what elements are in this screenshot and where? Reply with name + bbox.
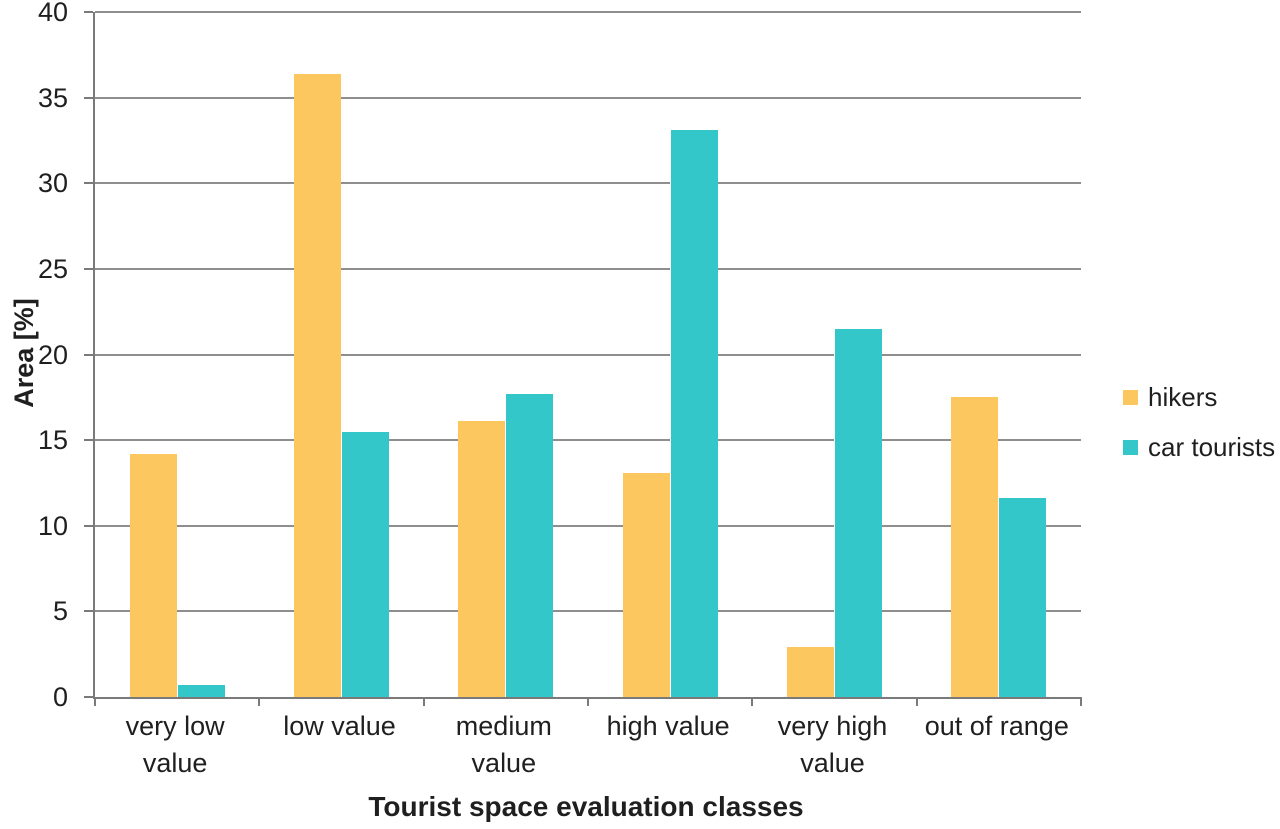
y-tick-mark-20	[84, 353, 93, 356]
x-axis-category-labels: very low value low value medium value high va…	[93, 708, 1079, 782]
bar-car-tourists-out-of-range	[998, 498, 1047, 697]
bar-hikers-high-value	[622, 472, 670, 697]
y-tick-label-25: 25	[37, 253, 68, 284]
legend-label-car-tourists: car tourists	[1148, 432, 1276, 462]
x-tick-mark-4	[751, 697, 754, 706]
bar-car-tourists-medium-value	[505, 393, 554, 697]
y-tick-mark-35	[84, 96, 93, 99]
legend-label-hikers: hikers	[1148, 382, 1218, 412]
y-tick-mark-30	[84, 182, 93, 185]
x-axis-title: Tourist space evaluation classes	[368, 791, 804, 822]
bar-group-very-high-value	[752, 12, 916, 697]
y-tick-mark-15	[84, 439, 93, 442]
x-category-label-low-value: low value	[257, 708, 421, 782]
x-category-label-very-high-value: very high value	[750, 708, 914, 782]
gridline-y-30	[95, 182, 1081, 185]
bar-group-medium-value	[424, 12, 588, 697]
y-tick-mark-40	[84, 11, 93, 13]
gridline-y-10	[95, 524, 1081, 527]
y-tick-mark-10	[84, 524, 93, 527]
y-tick-label-5: 5	[52, 596, 68, 627]
x-tick-mark-6	[1080, 697, 1082, 706]
x-category-label-line: very low	[125, 711, 225, 741]
y-tick-label-0: 0	[52, 682, 68, 712]
y-tick-mark-5	[84, 610, 93, 613]
x-category-label-high-value: high value	[586, 708, 750, 782]
x-category-label-very-low-value: very low value	[93, 708, 257, 782]
bar-group-high-value	[588, 12, 752, 697]
y-tick-label-15: 15	[37, 425, 68, 456]
legend-entry-car-tourists: car tourists	[1123, 432, 1276, 462]
gridline-y-20	[95, 353, 1081, 356]
bar-group-low-value	[259, 12, 423, 697]
legend-entry-hikers: hikers	[1123, 382, 1275, 412]
x-category-label-line: low value	[283, 711, 396, 741]
bar-hikers-very-low-value	[129, 453, 177, 697]
bar-hikers-out-of-range	[951, 397, 999, 697]
x-tick-mark-1	[258, 697, 261, 706]
y-axis-tick-labels: 40 35 30 25 20 15 10 5 0	[0, 0, 68, 712]
gridline-y-5	[95, 610, 1081, 613]
x-category-label-medium-value: medium value	[422, 708, 586, 782]
bar-car-tourists-very-high-value	[833, 328, 882, 697]
x-category-label-line: high value	[606, 711, 730, 741]
x-tick-mark-3	[587, 697, 589, 706]
y-tick-label-35: 35	[37, 82, 68, 113]
y-tick-label-40: 40	[37, 0, 68, 27]
gridline-y-35	[95, 96, 1081, 99]
x-category-label-line: value	[800, 748, 865, 778]
legend-swatch-hikers	[1123, 389, 1138, 405]
x-category-label-line: value	[142, 748, 208, 778]
bar-car-tourists-very-low-value	[176, 685, 225, 697]
y-tick-mark-25	[84, 267, 93, 270]
x-category-label-out-of-range: out of range	[915, 708, 1079, 782]
gridline-y-40	[95, 11, 1081, 13]
bar-group-very-low-value	[95, 12, 259, 697]
y-tick-mark-0	[84, 696, 93, 698]
x-tick-mark-2	[422, 697, 425, 706]
x-category-label-line: out of range	[924, 711, 1069, 741]
x-tick-mark-5	[915, 697, 918, 706]
x-category-label-line: value	[471, 748, 537, 778]
x-category-label-line: medium	[455, 711, 552, 741]
y-tick-label-10: 10	[37, 510, 68, 541]
bar-hikers-medium-value	[458, 421, 506, 697]
bar-hikers-very-high-value	[786, 647, 834, 697]
bar-car-tourists-low-value	[340, 431, 389, 697]
y-tick-label-20: 20	[37, 339, 68, 370]
gridline-y-25	[95, 267, 1081, 270]
x-category-label-line: very high	[777, 711, 888, 741]
y-tick-label-30: 30	[37, 168, 68, 199]
bar-car-tourists-high-value	[669, 130, 718, 697]
legend: hikers car tourists	[1123, 382, 1276, 486]
legend-swatch-car-tourists	[1123, 439, 1138, 455]
plot-area	[84, 11, 1082, 706]
x-tick-mark-0	[94, 697, 96, 706]
gridline-y-15	[95, 439, 1081, 442]
bar-group-out-of-range	[917, 12, 1081, 697]
bar-hikers-low-value	[293, 73, 341, 697]
